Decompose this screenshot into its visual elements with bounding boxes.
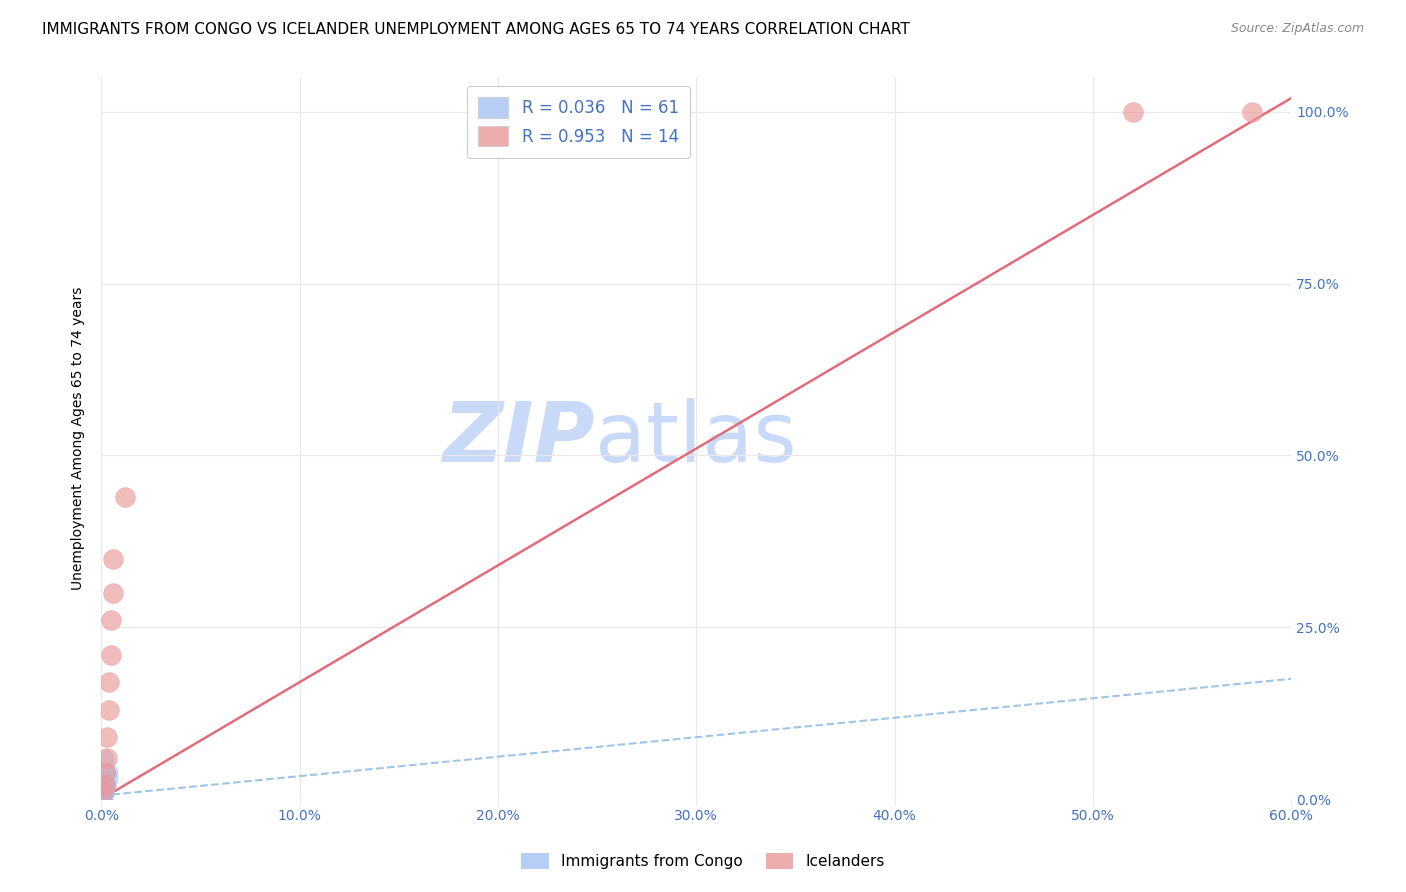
Point: [98, 772, 121, 786]
Point: [91, 792, 114, 806]
Point: [94, 778, 117, 792]
Point: [91, 785, 114, 799]
Point: [101, 551, 124, 566]
Point: [94, 778, 117, 792]
Point: [94, 785, 117, 799]
Point: [91, 785, 114, 799]
Point: [94, 764, 117, 779]
Point: [91, 792, 114, 806]
Point: [94, 785, 117, 799]
Point: [94, 785, 117, 799]
Point: [91, 792, 114, 806]
Point: [91, 785, 114, 799]
Point: [91, 792, 114, 806]
Point: [96, 730, 118, 744]
Point: [91, 792, 114, 806]
Text: ZIP: ZIP: [443, 398, 595, 479]
Point: [94, 785, 117, 799]
Point: [94, 785, 117, 799]
Y-axis label: Unemployment Among Ages 65 to 74 years: Unemployment Among Ages 65 to 74 years: [72, 286, 86, 590]
Point: [91, 792, 114, 806]
Point: [91, 785, 114, 799]
Point: [94, 778, 117, 792]
Point: [96, 751, 118, 765]
Point: [98, 675, 121, 690]
Point: [94, 785, 117, 799]
Point: [91, 785, 114, 799]
Legend: R = 0.036   N = 61, R = 0.953   N = 14: R = 0.036 N = 61, R = 0.953 N = 14: [467, 86, 690, 158]
Point: [94, 785, 117, 799]
Point: [96, 778, 118, 792]
Text: IMMIGRANTS FROM CONGO VS ICELANDER UNEMPLOYMENT AMONG AGES 65 TO 74 YEARS CORREL: IMMIGRANTS FROM CONGO VS ICELANDER UNEMP…: [42, 22, 910, 37]
Point: [91, 792, 114, 806]
Point: [1122, 104, 1144, 119]
Point: [91, 792, 114, 806]
Point: [94, 785, 117, 799]
Point: [91, 792, 114, 806]
Point: [91, 792, 114, 806]
Point: [98, 703, 121, 717]
Point: [94, 785, 117, 799]
Point: [96, 778, 118, 792]
Point: [94, 778, 117, 792]
Point: [96, 764, 118, 779]
Point: [91, 785, 114, 799]
Point: [94, 785, 117, 799]
Point: [94, 785, 117, 799]
Point: [94, 785, 117, 799]
Point: [98, 764, 121, 779]
Point: [94, 785, 117, 799]
Point: [94, 778, 117, 792]
Point: [91, 785, 114, 799]
Point: [91, 792, 114, 806]
Point: [1240, 104, 1263, 119]
Point: [94, 751, 117, 765]
Point: [96, 778, 118, 792]
Point: [114, 490, 136, 504]
Point: [100, 613, 122, 627]
Point: [100, 648, 122, 662]
Legend: Immigrants from Congo, Icelanders: Immigrants from Congo, Icelanders: [515, 847, 891, 875]
Point: [94, 785, 117, 799]
Text: atlas: atlas: [595, 398, 797, 479]
Point: [91, 785, 114, 799]
Point: [94, 785, 117, 799]
Point: [96, 778, 118, 792]
Point: [101, 586, 124, 600]
Point: [91, 785, 114, 799]
Point: [94, 785, 117, 799]
Point: [91, 792, 114, 806]
Point: [91, 785, 114, 799]
Point: [94, 778, 117, 792]
Point: [91, 785, 114, 799]
Point: [91, 792, 114, 806]
Point: [91, 785, 114, 799]
Point: [94, 785, 117, 799]
Point: [91, 792, 114, 806]
Point: [94, 778, 117, 792]
Point: [94, 785, 117, 799]
Point: [91, 792, 114, 806]
Point: [94, 785, 117, 799]
Text: Source: ZipAtlas.com: Source: ZipAtlas.com: [1230, 22, 1364, 36]
Point: [91, 792, 114, 806]
Point: [94, 785, 117, 799]
